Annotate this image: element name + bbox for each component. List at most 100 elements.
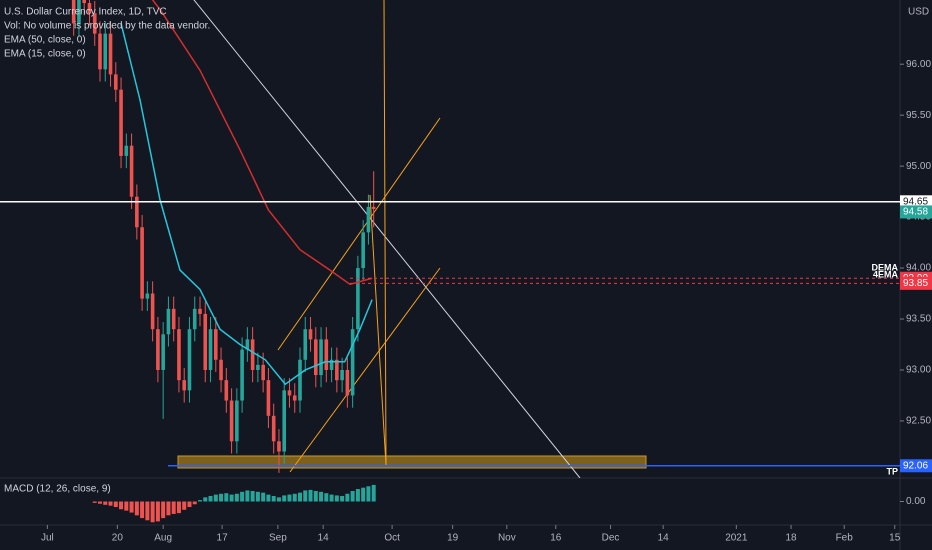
macd-bar <box>355 489 360 502</box>
macd-bar <box>255 491 260 502</box>
macd-bar <box>108 501 113 506</box>
channel-line <box>289 267 441 473</box>
candle-body <box>129 145 134 197</box>
macd-title: MACD (12, 26, close, 9) <box>4 484 111 495</box>
drawings <box>177 0 647 478</box>
macd-bar <box>334 495 339 502</box>
price-label: 92.06 <box>903 460 928 471</box>
x-tick-label: Feb <box>836 533 854 544</box>
candle-body <box>319 339 323 376</box>
macd-bar <box>340 495 345 502</box>
candle-body <box>119 89 123 156</box>
annotation: TP <box>886 466 898 476</box>
candle-body <box>329 359 334 370</box>
candle-body <box>177 329 181 381</box>
macd-bar <box>361 487 366 502</box>
chart-title: U.S. Dollar Currency Index, 1D, TVC <box>4 7 167 18</box>
candle-body <box>371 206 376 209</box>
annotation: 4EMA <box>873 270 899 280</box>
candle-body <box>124 145 129 156</box>
legend-entry: EMA (50, close, 0) <box>4 35 86 46</box>
price-label-box <box>900 276 932 290</box>
x-tick-label: Sep <box>269 533 287 544</box>
candle-body <box>292 395 297 401</box>
macd-bar <box>166 501 171 516</box>
candle-body <box>161 334 165 370</box>
candle-body <box>108 33 113 75</box>
macd-bar <box>219 493 224 502</box>
candle-body <box>271 415 276 442</box>
x-tick-label: 18 <box>785 533 797 544</box>
price-label: 94.65 <box>903 196 928 207</box>
candle-body <box>256 364 260 370</box>
last-price-label: 94.58 <box>903 207 928 218</box>
macd-bar <box>203 497 208 502</box>
macd-bar <box>282 495 287 502</box>
candle-body <box>308 329 313 340</box>
candle-body <box>213 329 218 360</box>
x-tick-label: 17 <box>217 533 229 544</box>
candle-body <box>250 339 255 370</box>
macd-bar <box>140 501 145 519</box>
x-tick-label: 14 <box>318 533 330 544</box>
macd-bar <box>155 501 160 522</box>
macd-bar <box>366 486 371 502</box>
macd-bar <box>129 501 134 513</box>
annotation: DEMA <box>872 262 899 272</box>
y-tick-label: 95.50 <box>906 110 931 121</box>
currency-label: USD <box>908 7 929 18</box>
x-tick-label: Dec <box>602 533 620 544</box>
x-tick-label: Aug <box>154 533 172 544</box>
macd-bar <box>119 501 124 510</box>
macd-bar <box>313 490 318 502</box>
candle-body <box>82 0 87 4</box>
candle-body <box>187 329 192 391</box>
macd-bar <box>113 501 118 508</box>
y-tick-label: 95.00 <box>906 161 931 172</box>
x-tick-label: Oct <box>384 533 400 544</box>
candle-body <box>366 206 371 233</box>
candle-body <box>171 308 176 330</box>
candle-body <box>298 359 302 401</box>
candle-body <box>103 33 108 70</box>
price-label-box <box>900 459 932 473</box>
macd-bar <box>303 490 308 502</box>
macd-bar <box>187 501 192 508</box>
x-tick-label: Nov <box>498 533 516 544</box>
subtitle: Vol: No volume is provided by the data v… <box>4 21 210 32</box>
candle-body <box>156 329 160 370</box>
macd-bar <box>192 501 197 505</box>
macd-bar <box>319 491 324 502</box>
candle-body <box>313 339 318 376</box>
candle-body <box>150 293 155 330</box>
macd-bar <box>150 501 155 523</box>
candle-body <box>287 390 292 396</box>
candle-body <box>77 0 81 24</box>
price-label: 93.85 <box>903 278 928 289</box>
x-tick-label: 15 <box>889 533 901 544</box>
x-tick-label: 2021 <box>725 533 748 544</box>
fan-line <box>369 194 387 466</box>
x-tick-label: 16 <box>550 533 562 544</box>
candle-body <box>240 349 244 401</box>
macd-bar <box>182 501 187 510</box>
candle-body <box>266 380 271 416</box>
y-tick-label: 93.50 <box>906 314 931 325</box>
candle-body <box>350 329 355 396</box>
macd-pane <box>92 484 376 523</box>
x-tick-label: 20 <box>112 533 124 544</box>
candle-body <box>145 293 150 299</box>
price-pane <box>0 0 900 473</box>
x-tick-label: 14 <box>658 533 670 544</box>
ema-line <box>120 23 373 386</box>
candle-body <box>192 308 197 330</box>
candle-body <box>113 74 118 90</box>
macd-bar <box>345 493 350 502</box>
candle-body <box>203 313 208 370</box>
macd-bar <box>229 494 234 502</box>
macd-bar <box>171 501 176 514</box>
axes: 92.5093.0093.5094.0094.5095.0095.5096.00… <box>41 59 932 544</box>
macd-bar <box>240 491 245 502</box>
macd-bar <box>292 493 297 502</box>
macd-bar <box>124 501 129 511</box>
